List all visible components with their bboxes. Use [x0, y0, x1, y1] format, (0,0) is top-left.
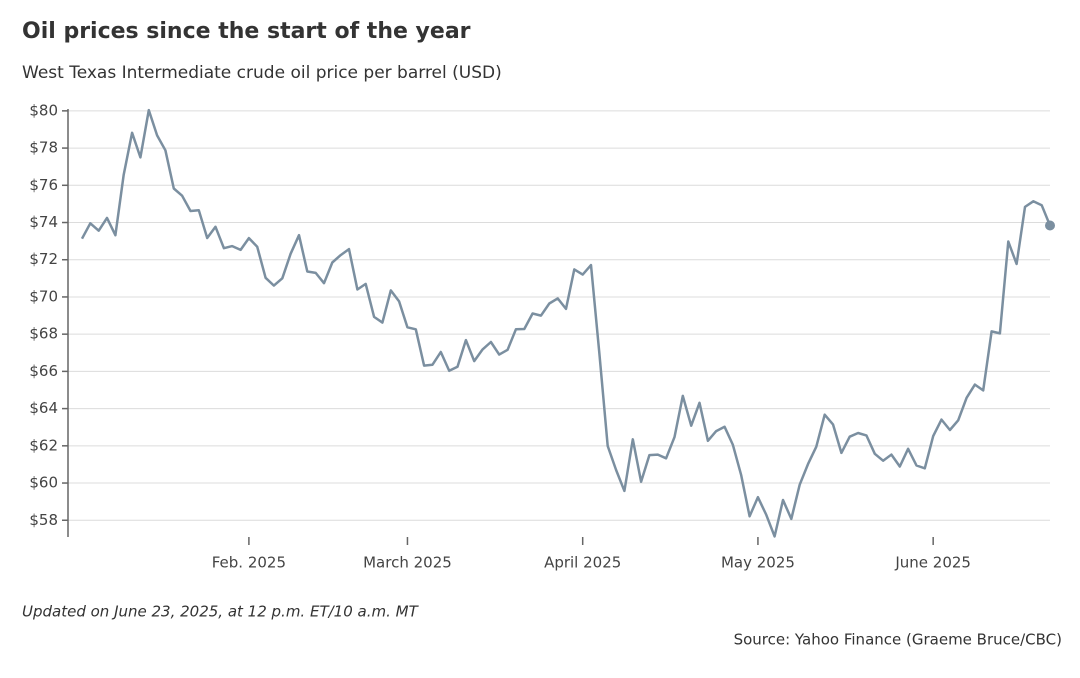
y-tick-label: $66	[29, 362, 58, 380]
y-tick-label: $80	[29, 101, 58, 119]
y-tick-label: $76	[29, 176, 58, 194]
source: Source: Yahoo Finance (Graeme Bruce/CBC)	[734, 631, 1062, 649]
x-tick-label: May 2025	[721, 554, 795, 572]
y-tick-label: $70	[29, 287, 58, 305]
y-tick-label: $78	[29, 139, 58, 157]
y-tick-label: $72	[29, 250, 58, 268]
x-tick-label: March 2025	[363, 554, 452, 572]
chart-subtitle: West Texas Intermediate crude oil price …	[22, 63, 502, 83]
x-tick-label: Feb. 2025	[212, 554, 286, 572]
y-tick-label: $58	[29, 511, 58, 529]
line	[80, 108, 1052, 538]
y-tick-label: $64	[29, 399, 58, 417]
y-tick-label: $74	[29, 213, 58, 231]
x-tick-label: April 2025	[544, 554, 621, 572]
y-tick-label: $62	[29, 436, 58, 454]
y-tick-label: $60	[29, 474, 58, 492]
chart-title: Oil prices since the start of the year	[22, 19, 471, 44]
y-tick-label: $68	[29, 325, 58, 343]
note: Updated on June 23, 2025, at 12 p.m. ET/…	[22, 603, 420, 621]
end-point	[1045, 220, 1055, 231]
x-tick-label: June 2025	[894, 554, 971, 572]
